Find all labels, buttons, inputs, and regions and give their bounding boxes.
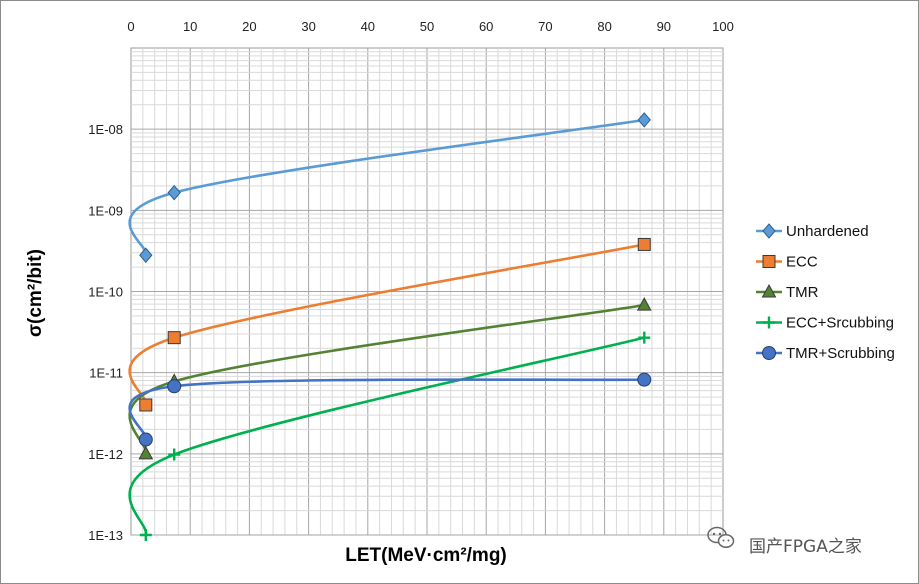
legend-label-unhardened: Unhardened xyxy=(786,223,869,240)
x-tick-label: 50 xyxy=(420,19,434,34)
y-tick-label: 1E-08 xyxy=(88,122,123,137)
series-markers xyxy=(138,112,652,541)
data-point-ecc xyxy=(139,398,153,412)
x-tick-label: 10 xyxy=(183,19,197,34)
x-tick-label: 90 xyxy=(657,19,671,34)
watermark: 国产FPGA之家 xyxy=(707,526,862,557)
series-line-unhardened xyxy=(128,118,645,256)
data-point-tmr-scrubbing xyxy=(637,372,652,387)
data-point-tmr-scrubbing xyxy=(167,379,182,394)
x-tick-label: 100 xyxy=(712,19,734,34)
x-tick-label: 40 xyxy=(361,19,375,34)
data-point-ecc-srcubbing xyxy=(168,448,181,461)
legend: Unhardened ECC TMR ECC+Srcubbing TMR+Scrubbi… xyxy=(756,223,895,362)
series-line-ecc xyxy=(128,243,645,406)
data-point-unhardened xyxy=(139,247,153,263)
x-tick-label: 70 xyxy=(538,19,552,34)
y-tick-label: 1E-09 xyxy=(88,203,123,218)
x-tick-label: 30 xyxy=(301,19,315,34)
legend-label-tmr: TMR xyxy=(786,284,819,301)
data-point-ecc-srcubbing xyxy=(139,529,152,541)
data-point-unhardened xyxy=(637,112,651,128)
series-line-tmr-scrubbing xyxy=(128,378,645,441)
x-tick-label: 80 xyxy=(597,19,611,34)
data-point-unhardened xyxy=(167,184,181,201)
y-tick-label: 1E-11 xyxy=(89,366,123,381)
legend-label-ecc: ECC xyxy=(786,254,818,271)
x-tick-label: 60 xyxy=(479,19,493,34)
y-tick-label: 1E-10 xyxy=(88,285,123,300)
x-tick-label: 20 xyxy=(242,19,256,34)
legend-marker-ecc-srcubbing xyxy=(763,316,775,329)
series-lines xyxy=(128,118,645,536)
wechat-icon xyxy=(707,526,735,548)
legend-label-tmr-scrubbing: TMR+Scrubbing xyxy=(786,345,895,362)
series-line-ecc-srcubbing xyxy=(128,336,645,536)
legend-marker-tmr xyxy=(761,283,777,298)
y-tick-labels: 1E-08 1E-09 1E-10 1E-11 1E-12 1E-13 xyxy=(88,122,123,543)
legend-marker-tmr-scrubbing xyxy=(762,346,776,360)
legend-marker-ecc xyxy=(762,255,776,268)
watermark-text: 国产FPGA之家 xyxy=(749,537,862,557)
data-point-tmr xyxy=(636,297,652,311)
x-axis-title: LET(MeV·cm²/mg) xyxy=(345,545,507,566)
data-point-ecc-srcubbing xyxy=(638,331,651,344)
legend-marker-unhardened xyxy=(762,223,776,239)
series-line-tmr xyxy=(128,303,645,455)
y-tick-label: 1E-12 xyxy=(88,447,123,462)
x-tick-label: 0 xyxy=(127,19,134,34)
legend-label-ecc-srcubbing: ECC+Srcubbing xyxy=(786,315,894,332)
y-axis-title: σ(cm²/bit) xyxy=(25,249,46,337)
x-tick-labels: 0 10 20 30 40 50 60 70 80 90 100 xyxy=(127,19,733,34)
data-point-tmr xyxy=(138,445,154,460)
data-point-ecc xyxy=(167,331,181,345)
data-point-ecc xyxy=(637,237,651,251)
y-tick-label: 1E-13 xyxy=(88,528,123,543)
data-point-tmr-scrubbing xyxy=(138,432,153,447)
